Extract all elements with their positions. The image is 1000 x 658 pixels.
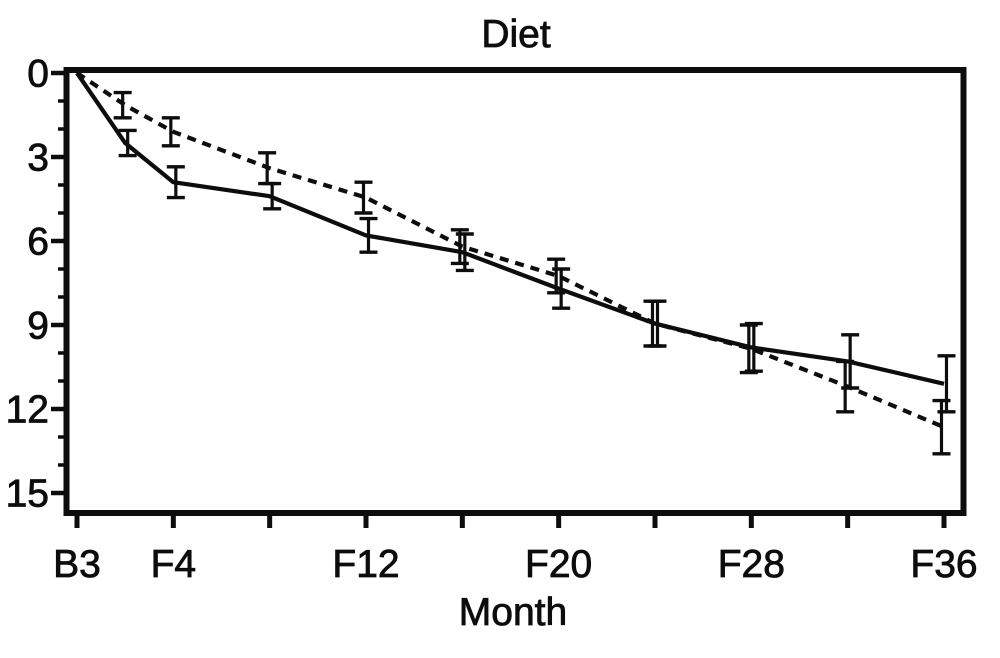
x-axis-tick-label: F12 <box>332 543 399 586</box>
y-axis-tick-label: 3 <box>27 137 49 180</box>
solid-line-series-path <box>75 71 945 386</box>
dashed-line-series-path <box>75 71 945 430</box>
x-axis-tick-label: F28 <box>718 543 785 586</box>
plot-frame <box>63 67 967 516</box>
x-axis-tick-label: F4 <box>151 543 197 586</box>
x-axis-tick-label: F36 <box>910 543 977 586</box>
y-axis-tick-label: 9 <box>27 305 49 348</box>
chart-title: Diet <box>481 13 551 56</box>
x-axis-title: Month <box>459 591 567 634</box>
x-axis-tick-label: F20 <box>525 543 592 586</box>
y-axis-tick-label: 15 <box>6 473 49 516</box>
y-axis-tick-label: 12 <box>6 389 49 432</box>
y-axis-tick-label: 0 <box>27 53 49 96</box>
y-axis-tick-label: 6 <box>27 221 49 264</box>
x-axis-tick-label: B3 <box>53 543 101 586</box>
